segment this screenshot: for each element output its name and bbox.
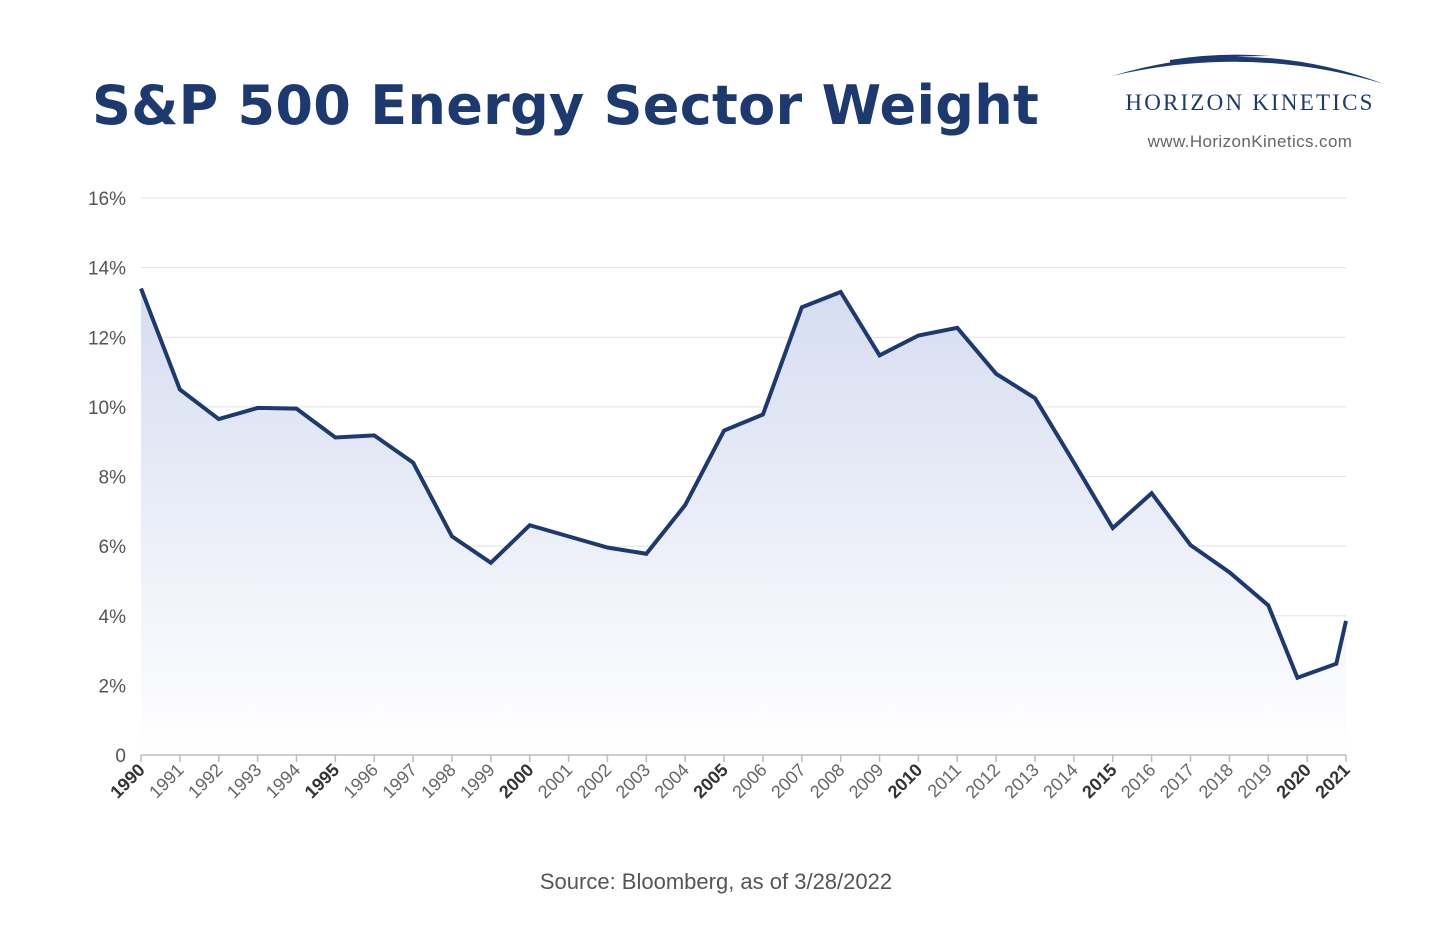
- x-tick-label: 1993: [223, 760, 265, 802]
- x-tick-label: 2005: [689, 760, 731, 802]
- x-tick-label: 2003: [612, 760, 654, 802]
- x-tick-label: 2001: [534, 760, 576, 802]
- source-note: Source: Bloomberg, as of 3/28/2022: [539, 869, 893, 894]
- x-tick-label: 1998: [417, 760, 459, 802]
- x-tick-label: 2000: [495, 760, 537, 802]
- y-tick-label: 14%: [88, 259, 126, 280]
- y-tick-label: 4%: [99, 607, 127, 628]
- x-tick-label: 2006: [728, 760, 770, 802]
- horizon-arc-icon: [1112, 54, 1384, 84]
- logo-name: HORIZON KINETICS: [1125, 90, 1375, 115]
- x-axis-ticks: 1990199119921993199419951996199719981999…: [106, 755, 1354, 802]
- y-tick-label: 16%: [88, 189, 126, 210]
- horizon-kinetics-logo: HORIZON KINETICS www.HorizonKinetics.com: [1100, 44, 1400, 164]
- y-tick-label: 6%: [99, 537, 127, 558]
- logo-url: www.HorizonKinetics.com: [1147, 132, 1353, 151]
- x-tick-label: 2017: [1156, 760, 1198, 802]
- x-tick-label: 2012: [962, 760, 1004, 802]
- x-tick-label: 1995: [301, 760, 343, 802]
- x-tick-label: 2007: [767, 760, 809, 802]
- x-tick-label: 1997: [378, 760, 420, 802]
- y-axis-ticks: 0 2% 4% 6% 8% 10% 12% 14% 16%: [88, 189, 126, 767]
- y-tick-label: 12%: [88, 328, 126, 349]
- x-tick-label: 2011: [924, 760, 966, 802]
- area-fill: [141, 288, 1346, 755]
- y-tick-label: 8%: [99, 468, 127, 489]
- x-tick-label: 2013: [1000, 760, 1042, 802]
- x-tick-label: 1999: [456, 760, 498, 802]
- x-tick-label: 1992: [184, 760, 226, 802]
- y-tick-label: 10%: [88, 398, 126, 419]
- series: [139, 287, 1348, 755]
- x-tick-label: 1996: [340, 760, 382, 802]
- y-tick-label: 2%: [99, 676, 127, 697]
- x-tick-label: 2018: [1195, 760, 1237, 802]
- y-tick-label: 0: [115, 746, 126, 767]
- x-tick-label: 1990: [106, 760, 148, 802]
- x-tick-label: 2008: [806, 760, 848, 802]
- x-tick-label: 2015: [1078, 760, 1120, 802]
- x-tick-label: 2020: [1272, 760, 1314, 802]
- x-tick-label: 2014: [1039, 760, 1081, 802]
- x-tick-label: 2016: [1117, 760, 1159, 802]
- x-tick-label: 1994: [262, 760, 304, 802]
- x-tick-label: 1991: [145, 760, 187, 802]
- x-tick-label: 2010: [884, 760, 926, 802]
- x-tick-label: 2021: [1311, 760, 1353, 802]
- x-tick-label: 2002: [573, 760, 615, 802]
- x-tick-label: 2019: [1234, 760, 1276, 802]
- x-tick-label: 2004: [651, 760, 693, 802]
- chart-title: S&P 500 Energy Sector Weight: [92, 74, 1040, 137]
- x-tick-label: 2009: [845, 760, 887, 802]
